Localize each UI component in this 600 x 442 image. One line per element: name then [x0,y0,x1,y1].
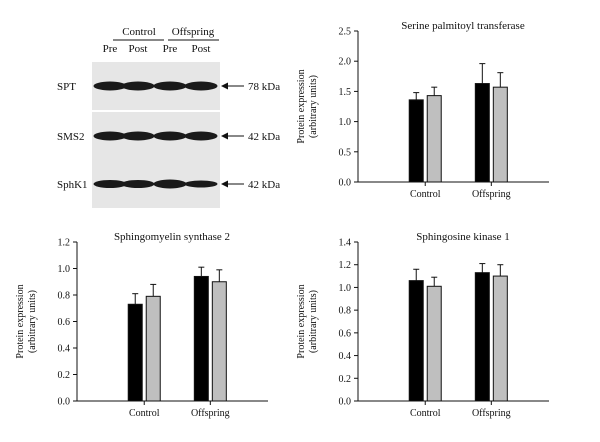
blot-band [153,81,187,91]
blot-band [184,131,218,141]
blot-band [121,131,155,141]
bar-post [426,95,442,183]
bar-pre [408,99,424,183]
blot-lane-2-label: Post [129,43,148,55]
blot-band [184,81,218,91]
bar-pre [474,83,490,183]
y-tick-label: 2.0 [339,57,352,68]
blot-band [121,81,155,91]
blot-lane-4-label: Post [192,43,211,55]
blot-lane-3-label: Pre [163,43,178,55]
y-axis-label: (arbitrary units) [308,75,319,138]
blot-rows: SPT 78 kDa SMS2 42 kDa SphK1 42 kDa [57,62,280,208]
y-tick-label: 1.4 [339,238,352,249]
blot-band [93,131,127,141]
y-tick-label: 0.4 [339,351,352,362]
blot-row-label: SphK1 [57,179,88,191]
y-tick-label: 1.2 [339,260,352,271]
blot-arrow-head [221,132,228,140]
blot-band [121,180,155,188]
bar-pre [193,275,209,402]
blot-arrow-head [221,82,228,90]
y-axis-label: (arbitrary units) [308,290,319,353]
chart-title: Sphingosine kinase 1 [416,231,510,243]
chart-sphingosine-kinase-1: Sphingosine kinase 1 Protein expression (a… [296,231,549,419]
blot-row-label: SPT [57,81,76,93]
y-tick-label: 0.0 [339,397,352,408]
blot-band [93,180,127,188]
y-tick-label: 1.0 [58,264,71,275]
y-tick-label: 0.6 [339,328,352,339]
bar-post [492,275,508,402]
y-tick-label: 1.2 [58,238,71,249]
blot-group-offspring-label: Offspring [172,26,215,38]
x-tick-label: Control [410,189,441,200]
blot-lane-1-label: Pre [103,43,118,55]
x-tick-label: Control [129,408,160,419]
blot-band [93,81,127,91]
y-tick-label: 0.0 [58,397,71,408]
y-tick-label: 1.5 [339,87,352,98]
blot-size-label: 78 kDa [248,81,280,93]
y-tick-label: 1.0 [339,283,352,294]
y-axis-label: (arbitrary units) [27,290,38,353]
blot-row-sphk1: SphK1 42 kDa [57,160,280,208]
blot-band [153,131,187,141]
y-tick-label: 0.8 [339,306,352,317]
bar-pre [408,280,424,402]
blot-size-label: 42 kDa [248,131,280,143]
y-tick-label: 0.8 [58,291,71,302]
blot-band [153,179,187,189]
chart-sphingomyelin-synthase-2: Sphingomyelin synthase 2 Protein expressi… [15,231,268,419]
blot-row-spt: SPT 78 kDa [57,62,280,110]
blot-group-control-label: Control [122,26,156,38]
y-tick-label: 0.0 [339,178,352,189]
blot-arrow-head [221,180,228,188]
blot-row-sms2: SMS2 42 kDa [57,112,280,160]
y-tick-label: 2.5 [339,27,352,38]
chart-title: Serine palmitoyl transferase [401,20,525,32]
blot-row-label: SMS2 [57,131,85,143]
y-axis-label: Protein expression [15,284,26,358]
chart-title: Sphingomyelin synthase 2 [114,231,230,243]
bar-post [492,86,508,183]
x-tick-label: Offspring [472,189,511,200]
bar-pre [474,272,490,402]
western-blot-panel: Control Offspring Pre Post Pre Post SPT 7… [57,26,280,208]
bar-post [145,295,161,402]
y-tick-label: 0.6 [58,317,71,328]
y-axis-label: Protein expression [296,69,307,143]
bar-pre [127,303,143,402]
bar-post [426,285,442,402]
blot-size-label: 42 kDa [248,179,280,191]
x-tick-label: Control [410,408,441,419]
y-tick-label: 0.5 [339,147,352,158]
chart-serine-palmitoyl-transferase: Serine palmitoyl transferase Protein expr… [296,20,549,200]
x-tick-label: Offspring [191,408,230,419]
y-tick-label: 0.2 [339,374,352,385]
y-tick-label: 1.0 [339,117,352,128]
y-tick-label: 0.2 [58,370,71,381]
blot-band [184,180,218,188]
y-tick-label: 0.4 [58,344,71,355]
y-axis-label: Protein expression [296,284,307,358]
x-tick-label: Offspring [472,408,511,419]
bar-post [211,281,227,402]
